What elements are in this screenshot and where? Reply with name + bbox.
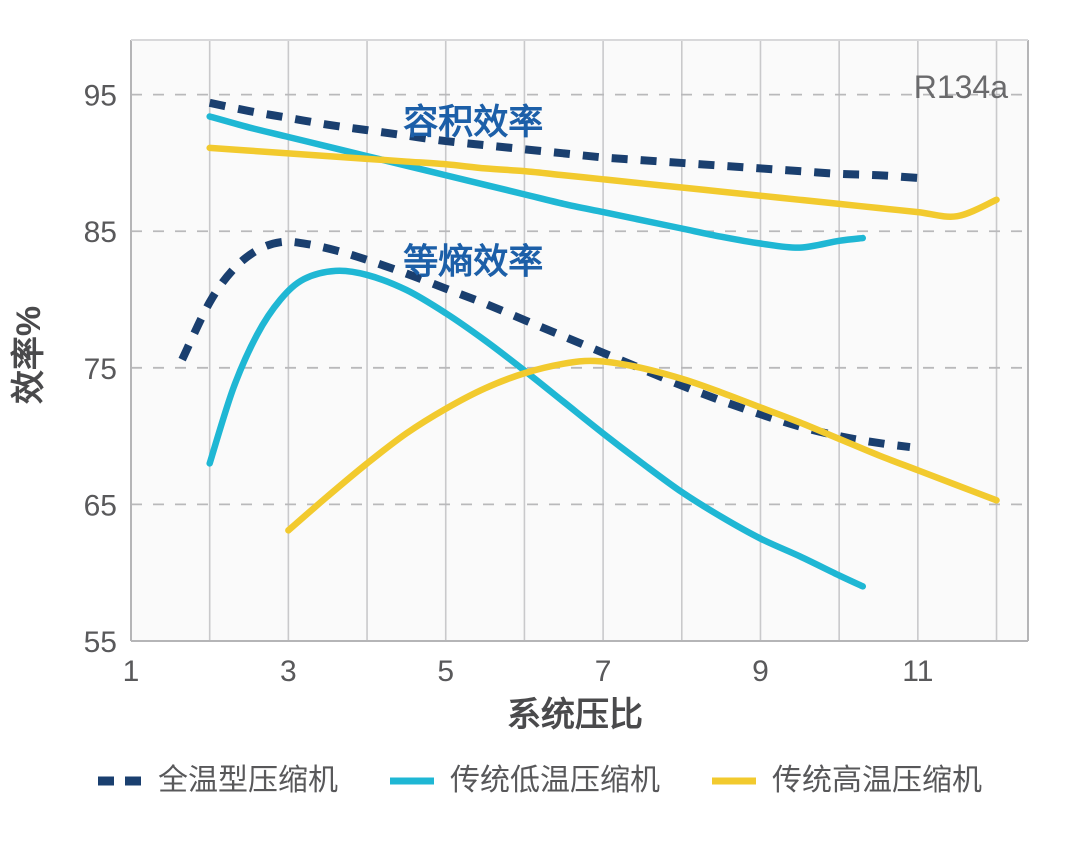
y-tick-label: 75 — [84, 353, 117, 386]
legend-item-label: 传统高温压缩机 — [772, 764, 982, 797]
y-axis-tick-labels: 55 65 75 85 95 — [84, 80, 117, 659]
legend-item-label: 传统低温压缩机 — [450, 764, 660, 797]
x-tick-label: 3 — [280, 655, 297, 688]
x-tick-label: 9 — [752, 655, 769, 688]
data-series-layer — [178, 98, 1000, 590]
y-tick-label: 65 — [84, 489, 117, 522]
y-tick-label: 55 — [84, 626, 117, 659]
x-tick-label: 5 — [437, 655, 454, 688]
chart-annotation-label: 等熵效率 — [403, 242, 543, 281]
series-line — [208, 98, 919, 182]
chart-legend: 全温型压缩机 传统低温压缩机 传统高温压缩机 — [98, 764, 982, 797]
series-line — [285, 357, 1000, 534]
x-tick-label: 7 — [595, 655, 612, 688]
y-axis-title: 效率% — [10, 306, 48, 404]
legend-item-label: 全温型压缩机 — [158, 764, 338, 797]
legend-item[interactable]: 传统低温压缩机 — [390, 764, 660, 797]
legend-item[interactable]: 传统高温压缩机 — [712, 764, 982, 797]
series-line — [206, 267, 867, 590]
series-line — [206, 113, 867, 251]
horizontal-gridlines — [131, 93, 1028, 506]
x-tick-label: 1 — [123, 655, 140, 688]
x-axis-tick-labels: 1 3 5 7 9 11 — [123, 655, 934, 688]
y-tick-label: 95 — [84, 80, 117, 113]
x-tick-label: 11 — [902, 655, 933, 688]
refrigerant-label: R134a — [914, 69, 1009, 105]
series-line — [178, 237, 911, 452]
y-tick-label: 85 — [84, 216, 117, 249]
x-axis-title: 系统压比 — [507, 696, 643, 734]
chart-annotation-label: 容积效率 — [403, 103, 543, 142]
legend-item[interactable]: 全温型压缩机 — [98, 764, 338, 797]
series-line — [206, 144, 1000, 220]
